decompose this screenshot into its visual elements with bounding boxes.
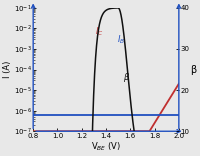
Y-axis label: I (A): I (A) <box>3 61 12 78</box>
Text: β: β <box>123 73 128 82</box>
Text: I$_B$: I$_B$ <box>117 34 125 46</box>
Text: I$_C$: I$_C$ <box>95 26 104 38</box>
Y-axis label: β: β <box>190 65 197 75</box>
X-axis label: V$_{BE}$ (V): V$_{BE}$ (V) <box>91 140 121 153</box>
